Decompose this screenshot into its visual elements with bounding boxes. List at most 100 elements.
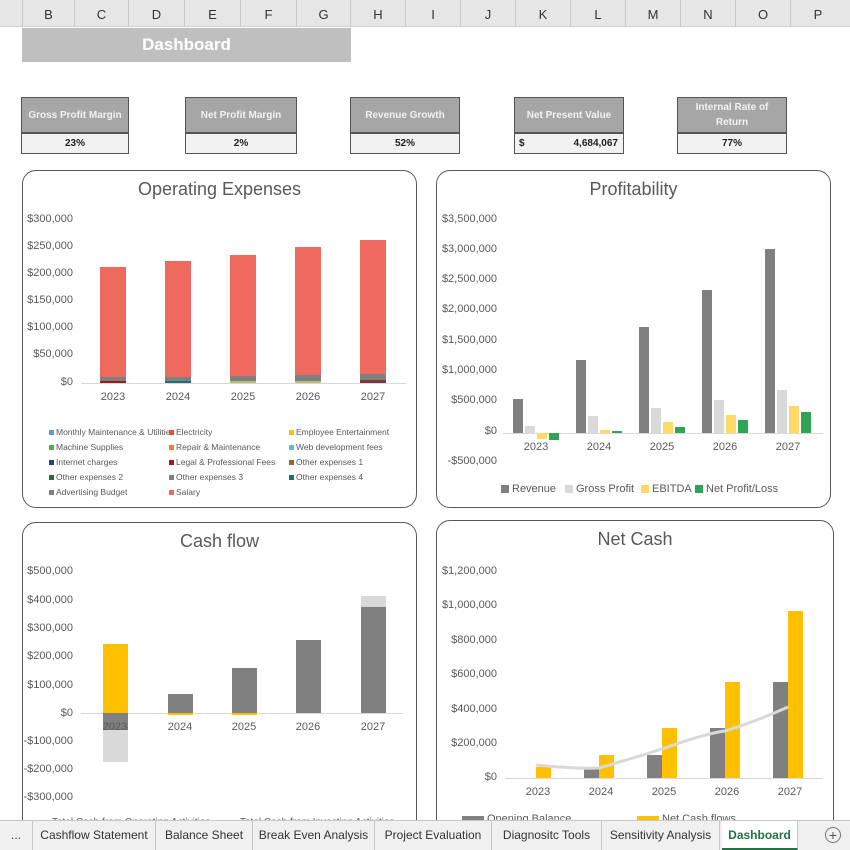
- bar-advertising-2023[interactable]: [100, 377, 126, 381]
- column-header-i[interactable]: I: [405, 0, 460, 27]
- bar-advertising-2026[interactable]: [295, 375, 321, 381]
- bar-salary-2027[interactable]: [360, 240, 386, 374]
- column-header-l[interactable]: L: [570, 0, 625, 27]
- chart-title: Profitability: [589, 179, 678, 199]
- bar-other-2024[interactable]: [165, 381, 191, 383]
- bar-gross-profit-2027[interactable]: [777, 390, 787, 433]
- tab-break-even-analysis[interactable]: Break Even Analysis: [253, 821, 375, 850]
- bar-advertising-2025[interactable]: [230, 376, 256, 381]
- column-header-o[interactable]: O: [735, 0, 790, 27]
- bar-revenue-2027[interactable]: [765, 249, 775, 433]
- bar-operating-2024[interactable]: [168, 694, 193, 713]
- bar-revenue-2024[interactable]: [576, 360, 586, 433]
- bar-investing-2027[interactable]: [361, 596, 386, 607]
- legend-item: Other expenses 4: [289, 472, 363, 482]
- kpi-gross-profit-margin[interactable]: Gross Profit Margin 23%: [21, 97, 129, 154]
- column-header-d[interactable]: D: [128, 0, 184, 27]
- x-axis: [503, 433, 823, 434]
- x-tick: 2027: [360, 391, 386, 403]
- profitability-chart[interactable]: Profitability $3,500,000 $3,000,000 $2,5…: [436, 170, 831, 508]
- bar-ebitda-2023[interactable]: [537, 433, 547, 439]
- bar-gross-profit-2024[interactable]: [588, 416, 598, 433]
- column-header-j[interactable]: J: [460, 0, 515, 27]
- bar-salary-2023[interactable]: [100, 267, 126, 377]
- bar-financing-2025[interactable]: [232, 713, 257, 715]
- kpi-revenue-growth[interactable]: Revenue Growth 52%: [350, 97, 460, 154]
- bar-revenue-2025[interactable]: [639, 327, 649, 433]
- kpi-internal-rate-of-return[interactable]: Internal Rate of Return 77%: [677, 97, 787, 154]
- tab-project-evaluation[interactable]: Project Evaluation: [375, 821, 492, 850]
- y-tick: $2,000,000: [441, 303, 497, 315]
- legend-label: Employee Entertainment: [296, 427, 390, 437]
- bar-salary-2025[interactable]: [230, 255, 256, 376]
- bar-net-cash-flows-2025[interactable]: [662, 728, 677, 778]
- tab-cashflow-statement[interactable]: Cashflow Statement: [32, 821, 156, 850]
- bar-other-2026[interactable]: [295, 381, 321, 383]
- column-header-n[interactable]: N: [680, 0, 735, 27]
- bar-operating-2027[interactable]: [361, 607, 386, 713]
- bar-operating-2026[interactable]: [296, 640, 321, 713]
- bar-gross-profit-2026[interactable]: [714, 400, 724, 433]
- bar-net-cash-flows-2023[interactable]: [536, 767, 551, 778]
- bar-opening-balance-2026[interactable]: [710, 728, 725, 778]
- kpi-value: 77%: [678, 134, 786, 153]
- column-header-p[interactable]: P: [790, 0, 845, 27]
- bar-net-profit-2026[interactable]: [738, 420, 748, 433]
- bar-gross-profit-2025[interactable]: [651, 408, 661, 433]
- tab-balance-sheet[interactable]: Balance Sheet: [156, 821, 253, 850]
- column-header-g[interactable]: G: [296, 0, 350, 27]
- bar-salary-2026[interactable]: [295, 247, 321, 375]
- kpi-net-present-value[interactable]: Net Present Value $ 4,684,067: [514, 97, 624, 154]
- x-tick: 2024: [586, 441, 612, 453]
- bar-ebitda-2024[interactable]: [600, 430, 610, 433]
- tab-diagnostic-tools[interactable]: Diagnositc Tools: [492, 821, 602, 850]
- column-header-f[interactable]: F: [240, 0, 296, 27]
- tab-sensitivity-analysis[interactable]: Sensitivity Analysis: [602, 821, 720, 850]
- tab-dashboard[interactable]: Dashboard: [722, 821, 798, 850]
- bar-financing-2024[interactable]: [168, 713, 193, 715]
- bar-opening-balance-2025[interactable]: [647, 755, 662, 778]
- bar-operating-2025[interactable]: [232, 668, 257, 713]
- operating-expenses-chart[interactable]: Operating Expenses $300,000 $250,000 $20…: [22, 170, 417, 508]
- bar-salary-2024[interactable]: [165, 261, 191, 377]
- more-tabs-button[interactable]: ...: [10, 828, 21, 842]
- column-header-e[interactable]: E: [184, 0, 240, 27]
- column-header-c[interactable]: C: [74, 0, 128, 27]
- column-header-b[interactable]: B: [22, 0, 74, 27]
- net-cash-chart[interactable]: Net Cash $1,200,000 $1,000,000 $800,000 …: [436, 520, 834, 840]
- kpi-value: $ 4,684,067: [515, 134, 623, 153]
- bar-opening-balance-2027[interactable]: [773, 682, 788, 778]
- bar-other-2027[interactable]: [360, 380, 386, 383]
- bar-operating-2023[interactable]: [103, 713, 128, 730]
- y-tick: $50,000: [33, 348, 73, 360]
- bar-opening-balance-2024[interactable]: [584, 767, 599, 778]
- legend-label: Other expenses 2: [56, 472, 124, 482]
- bar-other-2025[interactable]: [230, 381, 256, 383]
- legend-swatch: [169, 490, 174, 496]
- kpi-net-profit-margin[interactable]: Net Profit Margin 2%: [185, 97, 297, 154]
- add-sheet-icon[interactable]: +: [825, 827, 841, 843]
- bar-revenue-2023[interactable]: [513, 399, 523, 433]
- column-header-k[interactable]: K: [515, 0, 570, 27]
- bar-net-profit-2025[interactable]: [675, 427, 685, 433]
- bar-net-profit-2024[interactable]: [612, 431, 622, 433]
- bar-advertising-2024[interactable]: [165, 377, 191, 381]
- bar-revenue-2026[interactable]: [702, 290, 712, 433]
- bar-net-cash-flows-2027[interactable]: [788, 611, 803, 778]
- column-header-m[interactable]: M: [625, 0, 680, 27]
- legend-swatch: [49, 460, 54, 466]
- bar-investing-2023[interactable]: [103, 730, 128, 762]
- y-tick: $500,000: [27, 565, 73, 577]
- bar-other-2023[interactable]: [100, 381, 126, 383]
- bar-net-profit-2027[interactable]: [801, 412, 811, 433]
- cash-flow-chart[interactable]: Cash flow $500,000 $400,000 $300,000 $20…: [22, 522, 417, 842]
- bar-ebitda-2026[interactable]: [726, 415, 736, 433]
- bar-financing-2023[interactable]: [103, 644, 128, 713]
- bar-net-profit-2023[interactable]: [549, 433, 559, 440]
- x-tick: 2026: [714, 786, 740, 798]
- bar-advertising-2027[interactable]: [360, 374, 386, 380]
- column-header-h[interactable]: H: [350, 0, 405, 27]
- bar-ebitda-2025[interactable]: [663, 422, 673, 433]
- bar-ebitda-2027[interactable]: [789, 406, 799, 433]
- bar-gross-profit-2023[interactable]: [525, 426, 535, 433]
